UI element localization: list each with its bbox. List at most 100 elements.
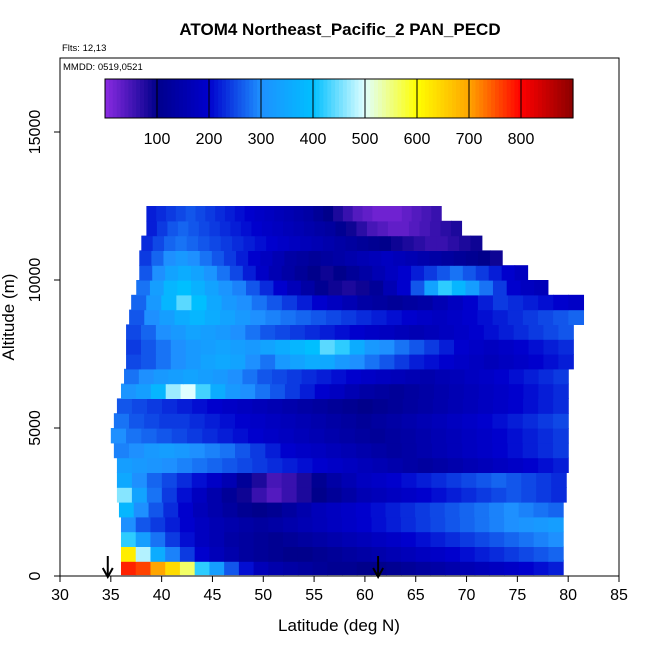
- colorbar-segment: [264, 79, 270, 118]
- heatmap-cell: [553, 368, 569, 385]
- heatmap-cell: [156, 220, 168, 237]
- heatmap-cell: [191, 280, 206, 296]
- heatmap-cell: [356, 442, 372, 459]
- flight-arrows: [101, 556, 384, 580]
- heatmap-cell: [224, 206, 236, 222]
- heatmap-cell: [419, 383, 435, 399]
- heatmap-cell: [297, 546, 314, 562]
- heatmap-cell: [474, 531, 491, 547]
- heatmap-cell: [155, 354, 172, 370]
- heatmap-cell: [468, 339, 485, 355]
- heatmap-cell: [155, 324, 172, 340]
- heatmap-cell: [342, 398, 359, 414]
- heatmap-cell: [355, 502, 372, 518]
- heatmap-cell: [445, 559, 461, 576]
- heatmap-cell: [250, 442, 266, 459]
- heatmap-cell: [113, 413, 130, 429]
- colorbar-segment: [198, 79, 204, 118]
- heatmap-cell: [120, 559, 137, 576]
- heatmap-cell: [504, 516, 520, 533]
- heatmap-cell: [374, 383, 390, 399]
- heatmap-cell: [254, 206, 265, 222]
- heatmap-cell: [440, 220, 452, 237]
- heatmap-cell: [254, 235, 267, 251]
- colorbar-segment: [171, 79, 176, 118]
- heatmap-cell: [195, 383, 212, 399]
- heatmap-cell: [165, 559, 181, 576]
- heatmap-cell: [224, 516, 240, 533]
- heatmap-cell: [454, 354, 470, 370]
- heatmap-cell: [447, 398, 464, 414]
- heatmap-cell: [165, 546, 181, 562]
- heatmap-cell: [301, 368, 318, 385]
- heatmap-cell: [379, 235, 392, 251]
- colorbar-segment: [175, 79, 180, 118]
- heatmap-cell: [548, 502, 564, 518]
- heatmap-cell: [371, 559, 387, 576]
- heatmap-cell: [477, 442, 494, 459]
- heatmap-cell: [424, 324, 440, 340]
- heatmap-cell: [312, 559, 328, 576]
- heatmap-cell: [253, 546, 269, 562]
- heatmap-cell: [268, 559, 284, 576]
- heatmap-cell: [432, 398, 449, 414]
- heatmap-cell: [194, 546, 211, 562]
- heatmap-cell: [357, 398, 374, 414]
- colorbar-segment: [276, 79, 282, 118]
- heatmap-cell: [156, 206, 167, 222]
- colorbar-segment: [307, 79, 313, 118]
- heatmap-cell: [386, 559, 402, 576]
- heatmap-cell: [371, 309, 388, 325]
- colorbar-segment: [569, 79, 574, 118]
- heatmap-cell: [253, 531, 269, 547]
- heatmap-cell: [126, 324, 142, 340]
- heatmap-cell: [140, 354, 157, 370]
- heatmap-cell: [334, 339, 351, 355]
- heatmap-cell: [236, 487, 253, 503]
- heatmap-cell: [431, 206, 442, 222]
- colorbar-segment: [225, 79, 231, 118]
- colorbar-segment: [510, 79, 516, 118]
- heatmap-cell: [215, 339, 232, 355]
- heatmap-cell: [548, 516, 564, 533]
- heatmap-cell: [146, 206, 157, 222]
- heatmap-cell: [346, 368, 362, 385]
- heatmap-cell: [447, 457, 464, 473]
- y-axis-label: Altitude (m): [0, 274, 18, 361]
- heatmap-cell: [299, 383, 316, 399]
- heatmap-cell: [538, 294, 554, 311]
- heatmap-cell: [185, 339, 202, 355]
- heatmap-cell: [522, 428, 539, 444]
- heatmap-cell: [232, 428, 249, 444]
- heatmap-cell: [211, 250, 225, 266]
- heatmap-cell: [113, 442, 130, 459]
- colorbar-segment: [459, 79, 465, 118]
- heatmap-cell: [216, 265, 231, 281]
- heatmap-cell: [129, 442, 145, 459]
- heatmap-cell: [325, 309, 342, 325]
- heatmap-cell: [326, 487, 343, 503]
- heatmap-cell: [356, 516, 373, 533]
- heatmap-cell: [400, 559, 417, 576]
- colorbar-segment: [549, 79, 555, 118]
- heatmap-cell: [282, 457, 299, 473]
- heatmap-cell: [492, 398, 509, 414]
- colorbar-segment: [537, 79, 543, 118]
- heatmap-cell: [326, 472, 343, 488]
- heatmap-cell: [283, 559, 299, 576]
- heatmap-cell: [264, 206, 275, 222]
- heatmap-cell: [379, 339, 395, 355]
- heatmap-cell: [191, 265, 205, 281]
- colorbar-segment: [487, 79, 492, 118]
- heatmap-cell: [290, 324, 306, 340]
- heatmap-cell: [168, 368, 184, 385]
- heatmap-cell: [465, 250, 479, 266]
- heatmap-cell: [476, 428, 493, 444]
- colorbar-segment: [502, 79, 508, 118]
- heatmap-cell: [280, 309, 297, 325]
- heatmap-cell: [221, 472, 238, 488]
- heatmap-cell: [356, 546, 373, 562]
- heatmap-cell: [194, 516, 211, 533]
- heatmap-cell: [474, 546, 491, 562]
- colorbar-segment: [440, 79, 445, 118]
